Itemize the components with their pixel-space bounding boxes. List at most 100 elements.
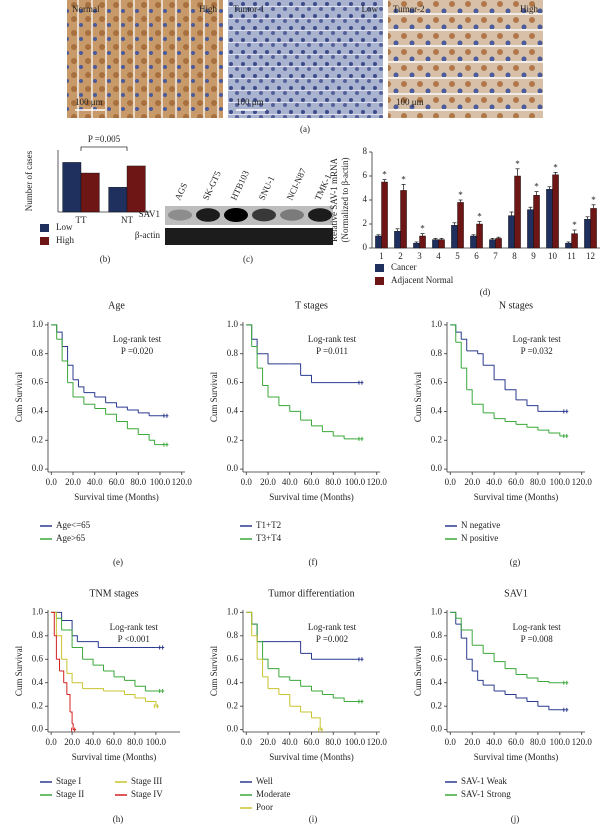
y-tick-label: 0.0 — [227, 724, 239, 734]
survival-step — [78, 386, 85, 393]
survival-step — [526, 701, 539, 707]
panel-label: (e) — [113, 557, 123, 567]
y-axis-label: (Normalized to β-actin) — [340, 157, 350, 242]
survival-step — [72, 647, 84, 660]
significance-mark: * — [401, 174, 406, 184]
survival-step — [461, 338, 468, 351]
x-tick-label: 100.0 — [150, 477, 171, 487]
x-tick-label: 60.0 — [106, 737, 122, 747]
survival-step — [61, 629, 73, 648]
survival-step — [251, 346, 258, 369]
bar — [80, 172, 100, 213]
survival-step — [466, 658, 473, 671]
x-tick-label: 12 — [586, 251, 595, 261]
survival-step — [54, 635, 57, 660]
survival-step — [257, 658, 264, 677]
survival-step — [246, 611, 253, 625]
scale-label: 100 μm — [236, 97, 264, 107]
survival-step — [483, 652, 495, 662]
survival-step — [163, 442, 169, 447]
bar — [394, 230, 401, 249]
legend-label: High — [56, 235, 75, 245]
survival-step — [56, 617, 63, 630]
survival-step — [251, 623, 258, 642]
survival-step — [73, 396, 85, 405]
survival-step — [483, 364, 495, 380]
legend-label: SAV-1 Strong — [461, 789, 511, 799]
significance-mark: * — [477, 212, 482, 222]
survival-step — [300, 652, 312, 660]
survival-step — [268, 668, 280, 677]
y-tick-label: 0.6 — [227, 377, 239, 387]
x-tick-label: 20.0 — [64, 737, 80, 747]
survival-step — [124, 679, 136, 687]
bar — [62, 162, 82, 213]
x-tick-label: 100.0 — [345, 737, 366, 747]
survival-step — [257, 367, 264, 386]
survival-step — [311, 425, 323, 432]
x-tick-label: 7 — [493, 251, 498, 261]
x-tick-label: 100.0 — [550, 477, 571, 487]
survival-step — [51, 324, 58, 333]
survival-step — [477, 679, 484, 686]
survival-step — [322, 693, 334, 698]
y-tick-label: 0.6 — [227, 653, 239, 663]
bar — [413, 242, 420, 249]
survival-step — [51, 324, 58, 340]
survival-step — [358, 436, 364, 441]
survival-step — [73, 379, 79, 387]
survival-step — [455, 341, 462, 369]
x-axis-label: Survival time (Months) — [474, 752, 559, 762]
y-tick-label: 0.4 — [32, 405, 44, 415]
y-tick-label: 4 — [363, 194, 368, 204]
legend-label: Cancer — [391, 262, 416, 272]
survival-step — [333, 435, 345, 439]
x-tick-label: 120.0 — [572, 477, 593, 487]
survival-step — [472, 403, 484, 413]
survival-step — [494, 379, 506, 390]
lane-label: SNU-1 — [257, 174, 277, 201]
survival-step — [483, 684, 495, 691]
y-tick-label: 0.8 — [32, 630, 44, 640]
annotation: P =0.008 — [521, 634, 554, 644]
y-tick-label: 1.0 — [431, 606, 443, 616]
chart-title: N stages — [499, 300, 533, 311]
survival-step — [262, 384, 269, 397]
x-tick-label: 10 — [548, 251, 558, 261]
survival-step — [472, 644, 484, 654]
bar — [451, 224, 458, 249]
y-axis-label: Number of cases — [24, 150, 34, 211]
survival-step — [138, 412, 150, 416]
survival-step — [268, 396, 280, 406]
survival-step — [116, 421, 128, 429]
survival-step — [61, 658, 68, 674]
bar — [438, 239, 445, 249]
bar — [400, 190, 407, 249]
significance-mark: * — [458, 190, 463, 200]
significance-mark: * — [382, 170, 387, 180]
x-axis-label: Survival time (Months) — [474, 492, 559, 502]
y-tick-label: 0.0 — [431, 463, 443, 473]
y-tick-label: 0.6 — [431, 377, 443, 387]
legend-label: N positive — [461, 533, 498, 543]
survival-step — [505, 421, 517, 425]
survival-step — [494, 661, 506, 669]
survival-step — [483, 412, 495, 419]
x-tick-label: 20.0 — [65, 477, 81, 487]
bar — [470, 235, 477, 249]
histology-image — [67, 0, 223, 118]
y-tick-label: 0.0 — [32, 463, 44, 473]
y-tick-label: 1.0 — [32, 606, 44, 616]
blot-band — [280, 209, 304, 221]
legend-label: Moderate — [256, 789, 290, 799]
annotation: P =0.020 — [121, 346, 154, 356]
y-tick-label: 2 — [363, 218, 368, 228]
legend-swatch — [375, 277, 384, 285]
x-tick-label: 20.0 — [464, 737, 480, 747]
survival-step — [246, 324, 253, 347]
annotation: P <0.001 — [118, 634, 150, 644]
blot-band — [224, 208, 248, 222]
panel-label: (f) — [309, 557, 318, 567]
survival-step — [505, 693, 517, 698]
